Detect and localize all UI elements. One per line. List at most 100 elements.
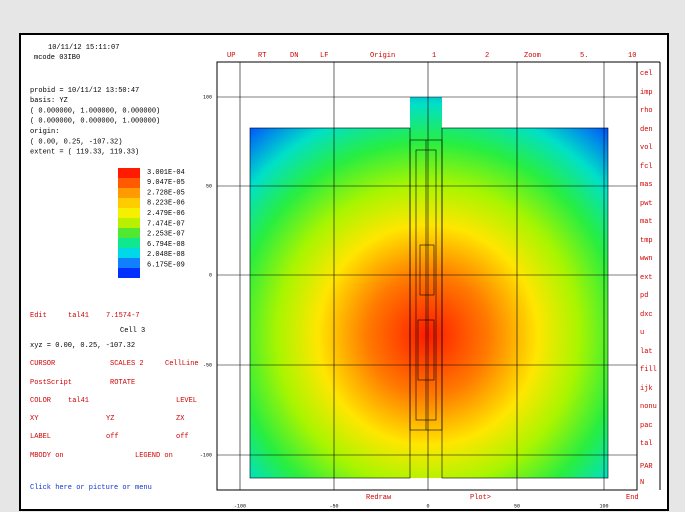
- info-line: ( 0.000000, 1.000000, 0.000000): [30, 107, 160, 115]
- top-menu-item[interactable]: RT: [258, 52, 266, 60]
- command[interactable]: COLOR: [30, 397, 52, 405]
- side-menu-item[interactable]: N: [640, 479, 644, 487]
- legend-label: 9.047E-05: [147, 179, 185, 187]
- top-menu-item[interactable]: 5.: [580, 52, 588, 60]
- timestamp: 10/11/12 15:11:07: [48, 44, 119, 52]
- side-menu-item[interactable]: vol: [640, 144, 653, 152]
- top-menu-item[interactable]: Zoom: [524, 52, 541, 60]
- status[interactable]: Click here or picture or menu: [30, 484, 152, 492]
- info-line: basis: YZ: [30, 97, 68, 105]
- command[interactable]: ROTATE: [110, 379, 135, 387]
- top-menu-item[interactable]: 10: [628, 52, 636, 60]
- side-menu-item[interactable]: ijk: [640, 385, 653, 393]
- side-menu-item[interactable]: pd: [640, 292, 648, 300]
- top-menu-item[interactable]: 2: [485, 52, 489, 60]
- side-menu-item[interactable]: fcl: [640, 163, 653, 171]
- side-menu-item[interactable]: tmp: [640, 237, 653, 245]
- heatmap-top: [410, 97, 442, 128]
- command[interactable]: PostScript: [30, 379, 72, 387]
- y-tick-label: 50: [206, 183, 212, 189]
- side-menu-item[interactable]: PAR: [640, 463, 653, 471]
- info-line: probid = 10/11/12 13:50:47: [30, 87, 139, 95]
- side-menu-item[interactable]: den: [640, 126, 653, 134]
- grid: [217, 62, 637, 490]
- y-tick-label: 0: [209, 272, 212, 278]
- side-menu-item[interactable]: mat: [640, 218, 653, 226]
- side-menu-item[interactable]: cel: [640, 70, 653, 78]
- side-menu-item[interactable]: pwt: [640, 200, 653, 208]
- x-tick-label: 50: [514, 503, 520, 509]
- command[interactable]: LEVEL: [176, 397, 197, 405]
- top-menu-item[interactable]: UP: [227, 52, 235, 60]
- side-menu-item[interactable]: fill: [640, 366, 657, 374]
- cell-label: Cell 3: [120, 327, 145, 335]
- legend-swatch: [118, 248, 140, 258]
- command[interactable]: off: [176, 433, 189, 441]
- info-line: extent = ( 119.33, 119.33): [30, 149, 139, 157]
- command[interactable]: ZX: [176, 415, 185, 423]
- side-menu-item[interactable]: mas: [640, 181, 653, 189]
- side-menu-item[interactable]: rho: [640, 107, 653, 115]
- info-line: ( 0.000000, 0.000000, 1.000000): [30, 118, 160, 126]
- xyz-label: xyz = 0.00, 0.25, -107.32: [30, 342, 135, 350]
- x-tick-label: -50: [329, 503, 338, 509]
- legend-swatch: [118, 168, 140, 178]
- y-tick-label: -50: [203, 362, 212, 368]
- bottom-button[interactable]: End: [626, 494, 639, 502]
- legend-swatch: [118, 198, 140, 208]
- command[interactable]: LEGEND on: [135, 452, 173, 460]
- side-menu-item[interactable]: lat: [640, 348, 653, 356]
- y-tick-label: 100: [203, 94, 212, 100]
- legend: [118, 168, 140, 278]
- side-menu-item[interactable]: wwn: [640, 255, 653, 263]
- command[interactable]: CURSOR: [30, 360, 56, 368]
- legend-label: 6.794E-08: [147, 241, 185, 249]
- x-tick-label: 100: [599, 503, 608, 509]
- legend-swatch: [118, 258, 140, 268]
- legend-swatch: [118, 238, 140, 248]
- top-menu-item[interactable]: 1: [432, 52, 436, 60]
- command[interactable]: SCALES 2: [110, 360, 144, 368]
- side-menu-item[interactable]: tal: [640, 440, 653, 448]
- command[interactable]: tal41: [68, 397, 89, 405]
- legend-swatch: [118, 208, 140, 218]
- side-menu-item[interactable]: nonu: [640, 403, 657, 411]
- edit-label[interactable]: Edit: [30, 312, 47, 320]
- edit-tally[interactable]: tal41: [68, 312, 89, 320]
- legend-swatch: [118, 268, 140, 278]
- command[interactable]: CellLine: [165, 360, 199, 368]
- legend-label: 2.048E-08: [147, 251, 185, 259]
- command[interactable]: LABEL: [30, 433, 51, 441]
- heatmap: [250, 128, 608, 478]
- side-menu-item[interactable]: imp: [640, 89, 653, 97]
- top-menu-item[interactable]: Origin: [370, 52, 395, 60]
- side-menu-item[interactable]: u: [640, 329, 644, 337]
- top-menu-item[interactable]: DN: [290, 52, 298, 60]
- x-tick-label: 0: [426, 503, 429, 509]
- x-tick-label: -100: [234, 503, 246, 509]
- legend-swatch: [118, 228, 140, 238]
- legend-label: 2.253E-07: [147, 231, 185, 239]
- bottom-button[interactable]: Redraw: [366, 494, 392, 502]
- legend-label: 7.474E-07: [147, 220, 185, 228]
- top-menu-item[interactable]: LF: [320, 52, 328, 60]
- bottom-button[interactable]: Plot>: [470, 494, 491, 502]
- side-menu-item[interactable]: pac: [640, 422, 653, 430]
- legend-swatch: [118, 178, 140, 188]
- legend-label: 2.479E-06: [147, 210, 185, 218]
- legend-label: 8.223E-06: [147, 200, 185, 208]
- legend-swatch: [118, 218, 140, 228]
- side-menu-item[interactable]: dxc: [640, 311, 653, 319]
- code-label: mcode 03IB0: [34, 54, 80, 62]
- legend-label: 6.175E-09: [147, 262, 185, 270]
- info-line: origin:: [30, 128, 59, 136]
- command[interactable]: off: [106, 433, 119, 441]
- info-line: ( 0.00, 0.25, -107.32): [30, 138, 122, 146]
- command[interactable]: MBODY on: [30, 452, 64, 460]
- edit-value: 7.1574-7: [106, 312, 140, 320]
- command[interactable]: YZ: [106, 415, 114, 423]
- side-menu-item[interactable]: ext: [640, 274, 653, 282]
- legend-label: 3.001E-04: [147, 169, 185, 177]
- command[interactable]: XY: [30, 415, 39, 423]
